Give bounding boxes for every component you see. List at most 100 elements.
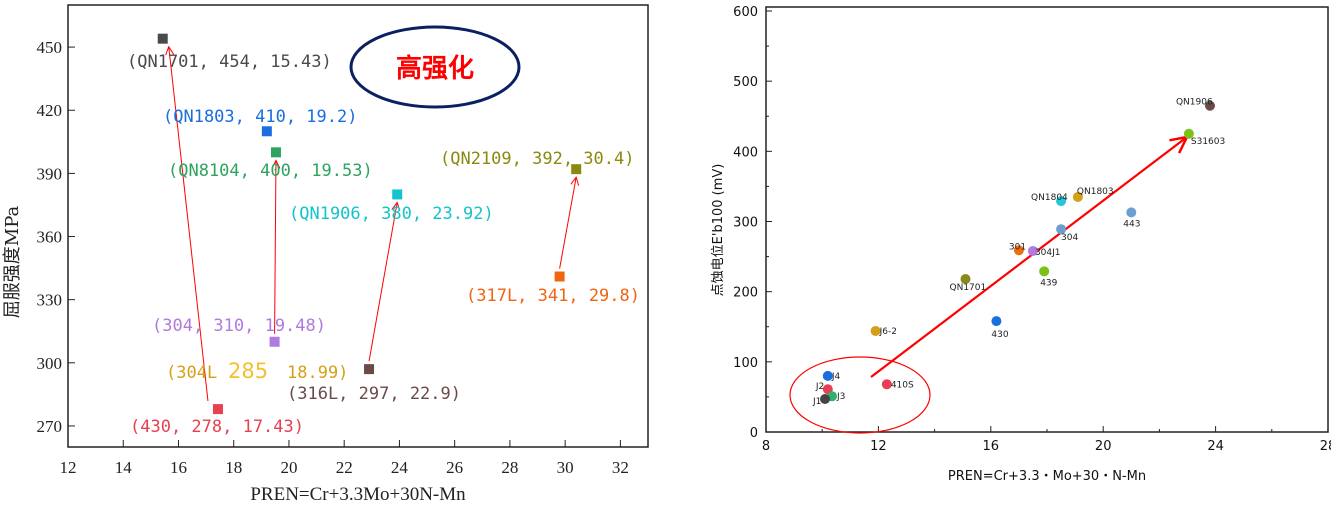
x-tick-label: 18 <box>225 458 242 477</box>
point-J4 <box>822 370 833 381</box>
left-chart: 12 14 16 18 20 22 24 26 28 30 32 270 300 330 360 390 420… <box>37 4 649 477</box>
point-label-301: 301 <box>1009 242 1026 252</box>
x-tick-label: 22 <box>336 458 353 477</box>
point-label-S31603: S31603 <box>1191 137 1225 147</box>
marker-QN1906 <box>392 189 403 200</box>
annotation-ellipse <box>349 25 521 109</box>
trend-arrow <box>870 135 1190 378</box>
point-label-QN1803: QN1803 <box>1077 187 1114 197</box>
x-tick-label: 30 <box>557 458 574 477</box>
point-label-439: 439 <box>1040 278 1057 288</box>
data-label-304: (304, 310, 19.48) <box>152 316 326 336</box>
y-tick-label: 0 <box>750 426 758 441</box>
right-y-axis-label: 点蚀电位E'b100 (mV) <box>711 164 726 297</box>
point-QN1906 <box>1204 100 1215 111</box>
data-label-QN8104: (QN8104, 400, 19.53) <box>168 161 373 181</box>
marker-317L <box>554 271 565 282</box>
x-tick-label: 8 <box>762 439 770 454</box>
y-tick-label: 450 <box>37 38 63 57</box>
x-tick-label: 28 <box>1320 439 1331 454</box>
y-tick-label: 300 <box>733 216 758 231</box>
x-tick-label: 12 <box>870 439 887 454</box>
x-tick-label: 26 <box>446 458 463 477</box>
x-tick-label: 20 <box>1095 439 1112 454</box>
point-label-J2: J2 <box>815 382 824 392</box>
y-tick-label: 420 <box>37 101 63 120</box>
x-tick-label: 16 <box>170 458 187 477</box>
point-label-J6-2: J6-2 <box>879 327 897 337</box>
x-tick-label: 24 <box>391 458 409 477</box>
y-tick-label: 100 <box>733 356 758 371</box>
y-tick-label: 200 <box>733 286 758 301</box>
point-J1 <box>820 394 831 405</box>
point-439 <box>1039 266 1050 277</box>
data-label-QN1803: (QN1803, 410, 19.2) <box>163 107 357 127</box>
data-label-QN2109: (QN2109, 392, 30.4) <box>440 149 634 169</box>
highlight-ellipse <box>789 356 931 434</box>
data-label-304L-value: 285 <box>228 359 268 383</box>
point-QN1803 <box>1072 191 1083 202</box>
y-tick-label: 270 <box>37 417 63 436</box>
point-label-QN1701: QN1701 <box>950 283 987 293</box>
data-label-316L: (316L, 297, 22.9) <box>287 384 461 404</box>
data-label-304L-pren: 18.99) <box>287 363 348 383</box>
y-tick-label: 400 <box>733 145 758 160</box>
arrow <box>275 160 276 334</box>
x-tick-label: 24 <box>1207 439 1224 454</box>
x-tick-label: 20 <box>280 458 297 477</box>
point-QN1701 <box>960 274 971 285</box>
point-304J1 <box>1027 245 1038 256</box>
x-tick-label: 12 <box>60 458 77 477</box>
x-tick-label: 28 <box>501 458 518 477</box>
plot-frame <box>765 6 1329 433</box>
marker-QN8104 <box>270 147 281 158</box>
y-tick-label: 600 <box>733 5 758 20</box>
marker-QN1803 <box>261 126 272 137</box>
left-x-axis-label: PREN=Cr+3.3Mo+30N-Mn <box>250 484 466 505</box>
y-tick-label: 300 <box>37 354 63 373</box>
point-443 <box>1126 207 1137 218</box>
y-tick-label: 390 <box>37 164 63 183</box>
data-label-430: (430, 278, 17.43) <box>130 417 304 437</box>
point-304 <box>1056 224 1067 235</box>
arrow <box>169 47 209 402</box>
point-label-J3: J3 <box>836 392 845 402</box>
point-label-QN1906: QN1906 <box>1176 98 1213 108</box>
marker-430 <box>212 404 223 415</box>
point-S31603 <box>1183 128 1194 139</box>
point-label-304J1: 304J1 <box>1035 248 1061 258</box>
marker-304 <box>269 336 280 347</box>
marker-QN1701 <box>157 33 168 44</box>
data-label-304L-name: (304L <box>166 363 217 383</box>
point-301 <box>1013 245 1024 256</box>
point-QN1804 <box>1056 196 1067 207</box>
point-J6-2 <box>870 325 881 336</box>
data-label-QN1701: (QN1701, 454, 15.43) <box>127 52 332 72</box>
x-tick-label: 14 <box>115 458 133 477</box>
point-label-J1: J1 <box>812 397 821 407</box>
right-chart: 8 12 16 20 24 28 0 100 200 300 400 500 600 QN1906 S316… <box>733 5 1331 454</box>
point-label-J4: J4 <box>831 372 841 382</box>
point-label-443: 443 <box>1123 219 1140 229</box>
point-410S <box>881 379 892 390</box>
x-tick-label: 16 <box>983 439 1000 454</box>
point-label-QN1804: QN1804 <box>1031 193 1068 203</box>
data-label-QN1906: (QN1906, 380, 23.92) <box>289 204 494 224</box>
point-label-410S: 410S <box>891 380 914 390</box>
annotation-text: 高强化 <box>396 53 474 84</box>
data-label-317L: (317L, 341, 29.8) <box>466 286 640 306</box>
y-tick-label: 500 <box>733 75 758 90</box>
marker-316L <box>364 364 375 375</box>
arrow <box>559 177 577 269</box>
point-label-430: 430 <box>991 330 1008 340</box>
point-430 <box>991 316 1002 327</box>
left-y-axis-label: 屈服强度MPa <box>2 206 23 319</box>
y-tick-label: 360 <box>37 228 63 247</box>
plot-frame <box>67 4 649 448</box>
arrow <box>368 202 397 362</box>
point-label-304: 304 <box>1061 233 1078 243</box>
x-tick-label: 32 <box>612 458 629 477</box>
right-x-axis-label: PREN=Cr+3.3・Mo+30・N-Mn <box>948 469 1146 484</box>
y-tick-label: 330 <box>37 291 63 310</box>
